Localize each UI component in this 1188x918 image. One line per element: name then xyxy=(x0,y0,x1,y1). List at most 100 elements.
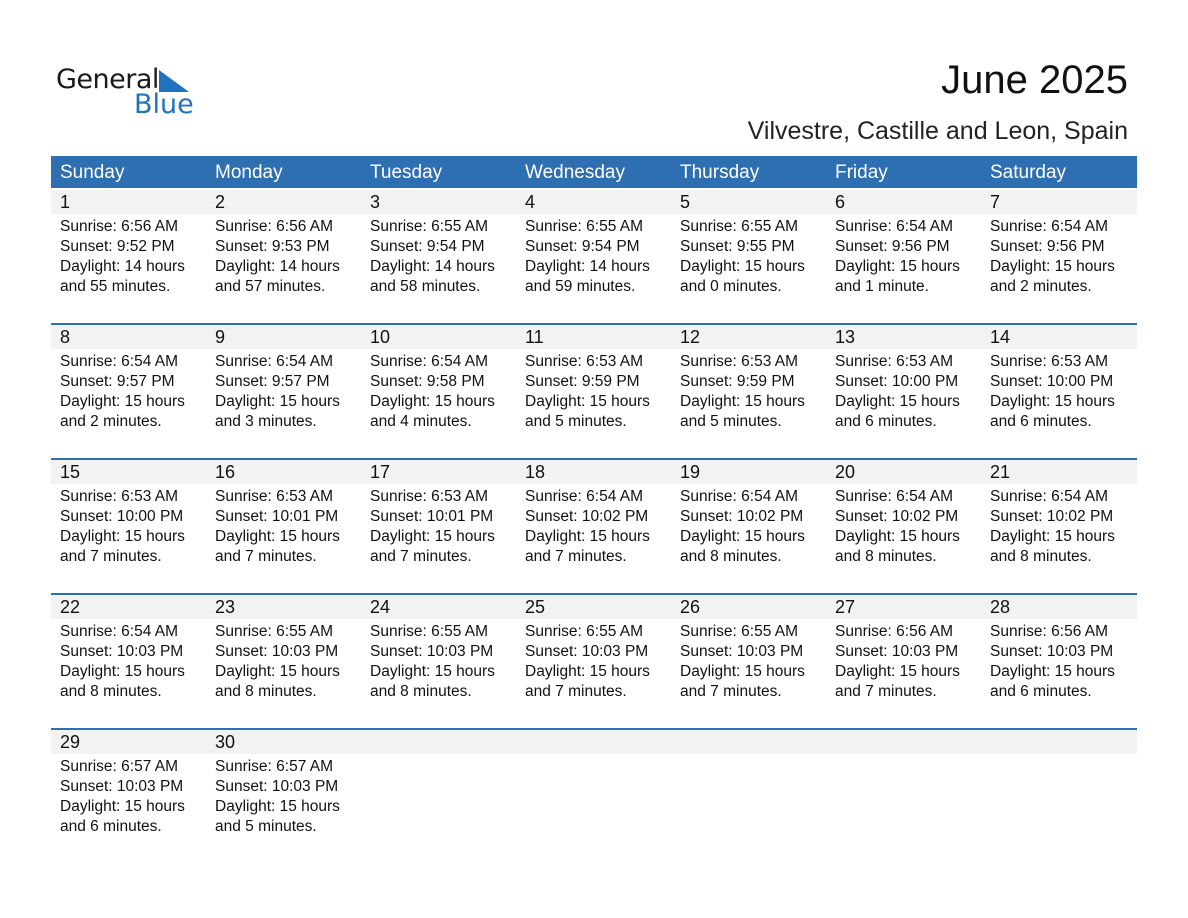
sunrise: Sunrise: 6:54 AM xyxy=(835,488,954,505)
daylight-minutes: and 59 minutes. xyxy=(525,278,636,295)
sunset: Sunset: 9:58 PM xyxy=(370,373,485,390)
day-details: Sunrise: 6:57 AM Sunset: 10:03 PM Daylight… xyxy=(60,757,185,837)
day-number: 12 xyxy=(680,327,701,347)
daylight: Daylight: 15 hours xyxy=(215,798,340,815)
sunrise: Sunrise: 6:54 AM xyxy=(835,218,954,235)
day-details: Sunrise: 6:54 AM Sunset: 10:02 PM Daylight… xyxy=(835,487,960,567)
daylight: Daylight: 15 hours xyxy=(680,393,805,410)
daylight-minutes: and 0 minutes. xyxy=(680,278,782,295)
day-number: 25 xyxy=(525,597,546,617)
daylight-minutes: and 8 minutes. xyxy=(835,548,937,565)
week-divider xyxy=(51,323,1137,325)
sunrise: Sunrise: 6:53 AM xyxy=(370,488,489,505)
daylight-minutes: and 2 minutes. xyxy=(60,413,162,430)
daylight-minutes: and 7 minutes. xyxy=(680,683,782,700)
daylight-minutes: and 8 minutes. xyxy=(990,548,1092,565)
day-number: 17 xyxy=(370,462,391,482)
sunset: Sunset: 9:57 PM xyxy=(215,373,330,390)
sunset: Sunset: 10:03 PM xyxy=(60,778,184,795)
sunset: Sunset: 9:54 PM xyxy=(525,238,640,255)
day-details: Sunrise: 6:57 AM Sunset: 10:03 PM Daylight… xyxy=(215,757,340,837)
daylight-minutes: and 2 minutes. xyxy=(990,278,1092,295)
sunrise: Sunrise: 6:55 AM xyxy=(525,218,644,235)
daylight-minutes: and 55 minutes. xyxy=(60,278,171,295)
sunrise: Sunrise: 6:55 AM xyxy=(525,623,644,640)
week-row: 29 Sunrise: 6:57 AM Sunset: 10:03 PM Dayli… xyxy=(51,728,1137,864)
sunset: Sunset: 10:03 PM xyxy=(680,643,804,660)
day-details: Sunrise: 6:54 AM Sunset: 10:02 PM Daylight… xyxy=(990,487,1115,567)
daylight-minutes: and 1 minute. xyxy=(835,278,929,295)
sunrise: Sunrise: 6:56 AM xyxy=(215,218,334,235)
week-divider xyxy=(51,458,1137,460)
day-number: 18 xyxy=(525,462,546,482)
day-details: Sunrise: 6:53 AM Sunset: 10:01 PM Daylight… xyxy=(370,487,495,567)
day-number: 21 xyxy=(990,462,1011,482)
sunset: Sunset: 9:56 PM xyxy=(990,238,1105,255)
day-number: 28 xyxy=(990,597,1011,617)
sunrise: Sunrise: 6:53 AM xyxy=(60,488,179,505)
day-details: Sunrise: 6:53 AM Sunset: 10:00 PM Daylight… xyxy=(990,352,1115,432)
day-details: Sunrise: 6:55 AM Sunset: 9:54 PM Daylight:… xyxy=(370,217,495,297)
sunset: Sunset: 10:01 PM xyxy=(370,508,494,525)
daylight-minutes: and 7 minutes. xyxy=(215,548,317,565)
sunrise: Sunrise: 6:54 AM xyxy=(990,218,1109,235)
daylight: Daylight: 14 hours xyxy=(60,258,185,275)
day-number: 5 xyxy=(680,192,691,212)
daylight-minutes: and 7 minutes. xyxy=(60,548,162,565)
daylight-minutes: and 5 minutes. xyxy=(525,413,627,430)
day-details: Sunrise: 6:55 AM Sunset: 9:55 PM Daylight:… xyxy=(680,217,805,297)
daylight: Daylight: 15 hours xyxy=(525,528,650,545)
sunset: Sunset: 10:00 PM xyxy=(835,373,959,390)
daylight: Daylight: 15 hours xyxy=(215,663,340,680)
day-number: 3 xyxy=(370,192,381,212)
daylight-minutes: and 5 minutes. xyxy=(680,413,782,430)
week-divider xyxy=(51,728,1137,730)
sunrise: Sunrise: 6:56 AM xyxy=(835,623,954,640)
sunset: Sunset: 9:52 PM xyxy=(60,238,175,255)
sunset: Sunset: 10:00 PM xyxy=(60,508,184,525)
daylight: Daylight: 15 hours xyxy=(835,663,960,680)
weekday-saturday: Saturday xyxy=(990,162,1067,183)
daylight: Daylight: 15 hours xyxy=(835,528,960,545)
day-number: 20 xyxy=(835,462,856,482)
sunrise: Sunrise: 6:57 AM xyxy=(60,758,179,775)
daylight: Daylight: 15 hours xyxy=(370,663,495,680)
day-number: 8 xyxy=(60,327,71,347)
daylight: Daylight: 15 hours xyxy=(370,393,495,410)
daylight-minutes: and 58 minutes. xyxy=(370,278,481,295)
day-number: 27 xyxy=(835,597,856,617)
day-number: 4 xyxy=(525,192,536,212)
weekday-wednesday: Wednesday xyxy=(525,162,625,183)
sunset: Sunset: 9:59 PM xyxy=(525,373,640,390)
daylight-minutes: and 6 minutes. xyxy=(60,818,162,835)
sunset: Sunset: 10:02 PM xyxy=(835,508,959,525)
day-number: 13 xyxy=(835,327,856,347)
day-number: 11 xyxy=(525,327,544,347)
day-details: Sunrise: 6:54 AM Sunset: 9:56 PM Daylight:… xyxy=(835,217,960,297)
day-number: 2 xyxy=(215,192,226,212)
day-number: 16 xyxy=(215,462,236,482)
sunset: Sunset: 10:03 PM xyxy=(525,643,649,660)
sunrise: Sunrise: 6:55 AM xyxy=(370,218,489,235)
daylight: Daylight: 15 hours xyxy=(525,393,650,410)
day-details: Sunrise: 6:56 AM Sunset: 9:52 PM Daylight:… xyxy=(60,217,185,297)
date-band xyxy=(51,595,1137,619)
daylight: Daylight: 15 hours xyxy=(835,258,960,275)
date-band xyxy=(51,325,1137,349)
sunset: Sunset: 10:03 PM xyxy=(990,643,1114,660)
day-details: Sunrise: 6:54 AM Sunset: 10:02 PM Daylight… xyxy=(680,487,805,567)
day-details: Sunrise: 6:55 AM Sunset: 10:03 PM Daylight… xyxy=(370,622,495,702)
day-number: 6 xyxy=(835,192,846,212)
daylight: Daylight: 15 hours xyxy=(990,663,1115,680)
day-number: 22 xyxy=(60,597,81,617)
sunset: Sunset: 10:03 PM xyxy=(215,778,339,795)
sunrise: Sunrise: 6:53 AM xyxy=(215,488,334,505)
day-number: 14 xyxy=(990,327,1011,347)
day-details: Sunrise: 6:55 AM Sunset: 10:03 PM Daylight… xyxy=(680,622,805,702)
date-band xyxy=(51,190,1137,214)
day-details: Sunrise: 6:56 AM Sunset: 9:53 PM Daylight:… xyxy=(215,217,340,297)
day-details: Sunrise: 6:56 AM Sunset: 10:03 PM Daylight… xyxy=(835,622,960,702)
sunrise: Sunrise: 6:53 AM xyxy=(525,353,644,370)
daylight-minutes: and 6 minutes. xyxy=(990,413,1092,430)
daylight-minutes: and 7 minutes. xyxy=(525,683,627,700)
